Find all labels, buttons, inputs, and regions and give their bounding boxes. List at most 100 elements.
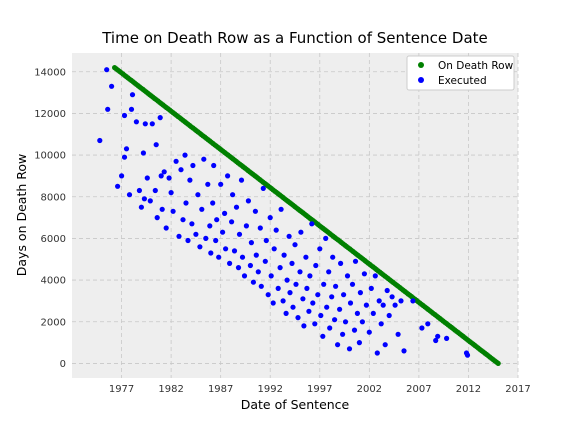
executed-point — [265, 292, 271, 298]
executed-point — [255, 269, 261, 275]
executed-point — [210, 200, 216, 206]
executed-point — [366, 329, 372, 335]
y-axis-ticks: 0 2000 4000 6000 8000 10000 12000 14000 — [34, 67, 66, 370]
executed-point — [201, 156, 207, 162]
executed-point — [280, 298, 286, 304]
executed-point — [270, 300, 276, 306]
executed-point — [333, 283, 339, 289]
x-axis-ticks: 1977 1982 1987 1992 1997 2002 2007 2012 2017 — [109, 384, 531, 395]
executed-point — [182, 152, 188, 158]
x-tick-label: 2002 — [357, 384, 382, 395]
executed-point — [315, 292, 321, 298]
executed-point — [154, 215, 160, 221]
y-tick-label: 12000 — [34, 109, 66, 120]
executed-point — [153, 142, 159, 148]
executed-point — [176, 233, 182, 239]
executed-point — [329, 294, 335, 300]
executed-point — [464, 352, 471, 358]
legend: On Death Row Executed — [406, 55, 515, 91]
executed-point — [223, 246, 229, 252]
executed-point — [233, 204, 240, 210]
executed-point — [267, 215, 273, 221]
y-tick-label: 10000 — [34, 151, 66, 162]
executed-point — [326, 269, 332, 275]
y-tick-label: 2000 — [41, 317, 66, 328]
x-tick-label: 1982 — [158, 384, 183, 395]
series-executed — [97, 67, 471, 358]
executed-point — [361, 271, 367, 277]
executed-point — [277, 265, 283, 271]
executed-point — [250, 279, 256, 285]
executed-point — [141, 196, 147, 202]
executed-point — [235, 265, 242, 271]
executed-point — [142, 121, 148, 127]
executed-point — [205, 181, 211, 187]
x-tick-label: 2007 — [406, 384, 431, 395]
x-axis-label: Date of Sentence — [241, 397, 350, 412]
executed-point — [195, 192, 201, 198]
executed-point — [147, 198, 153, 204]
executed-point — [258, 283, 264, 289]
executed-point — [298, 229, 304, 235]
executed-point — [136, 187, 142, 194]
executed-point — [180, 217, 186, 223]
executed-point — [138, 204, 144, 210]
chart-title: Time on Death Row as a Function of Sente… — [101, 29, 488, 47]
executed-point — [292, 242, 298, 248]
executed-point — [293, 281, 299, 287]
on-death-row-point — [495, 360, 501, 366]
executed-point — [121, 154, 128, 160]
executed-point — [398, 298, 404, 304]
executed-point — [123, 146, 130, 152]
executed-point — [173, 158, 179, 164]
x-tick-label: 2012 — [456, 384, 481, 395]
executed-point — [231, 248, 238, 254]
executed-point — [435, 333, 441, 339]
executed-point — [211, 162, 217, 169]
executed-point — [309, 221, 315, 227]
executed-point — [105, 106, 111, 112]
executed-point — [183, 200, 189, 206]
executed-point — [313, 262, 319, 269]
executed-point — [230, 192, 236, 198]
executed-point — [247, 262, 253, 269]
executed-point — [281, 252, 287, 258]
executed-point — [359, 319, 365, 325]
executed-point — [161, 169, 167, 175]
executed-point — [185, 237, 191, 244]
x-tick-label: 1987 — [208, 384, 233, 395]
x-tick-label: 2017 — [505, 384, 530, 395]
executed-point — [419, 325, 425, 331]
executed-point — [337, 306, 343, 312]
executed-point — [225, 173, 231, 179]
executed-point — [170, 208, 176, 214]
executed-point — [286, 233, 292, 239]
executed-point — [252, 208, 258, 214]
executed-point — [386, 312, 392, 319]
executed-point — [149, 121, 155, 127]
executed-point — [268, 273, 274, 279]
executed-point — [260, 185, 266, 191]
executed-point — [152, 187, 158, 194]
executed-point — [203, 235, 209, 241]
executed-point — [115, 183, 121, 189]
y-axis-label: Days on Death Row — [14, 154, 29, 276]
executed-point — [310, 300, 316, 306]
executed-point — [300, 296, 306, 302]
executed-point — [214, 217, 220, 223]
executed-point — [370, 310, 376, 316]
executed-point — [380, 302, 386, 308]
executed-point — [410, 298, 416, 304]
executed-point — [284, 277, 290, 283]
executed-point — [216, 254, 222, 260]
executed-point — [128, 106, 135, 112]
executed-point — [323, 235, 329, 241]
executed-point — [283, 310, 289, 316]
executed-point — [290, 304, 296, 310]
executed-point — [121, 112, 128, 119]
executed-point — [425, 321, 431, 327]
executed-point — [278, 206, 284, 212]
executed-point — [346, 346, 353, 352]
executed-point — [347, 300, 354, 306]
